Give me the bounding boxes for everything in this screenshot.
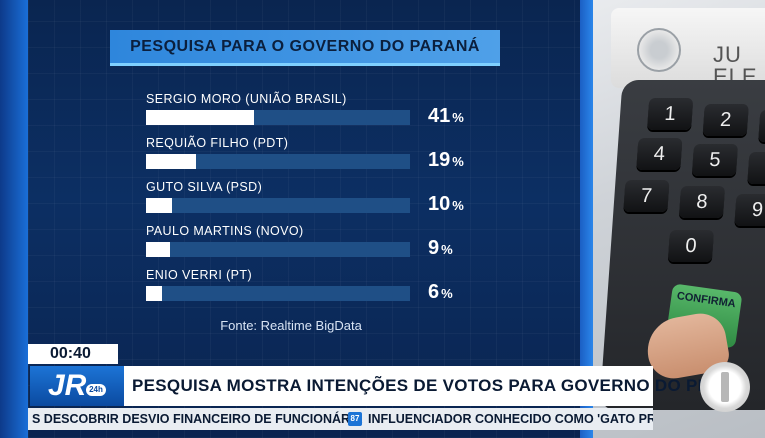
key-9: 9	[734, 194, 765, 226]
percent-sign: %	[441, 286, 453, 301]
bar-label: REQUIÃO FILHO (PDT)	[146, 136, 289, 150]
percent-sign: %	[441, 242, 453, 257]
chart-source: Fonte: Realtime BigData	[220, 318, 362, 333]
news-ticker: S DESCOBRIR DESVIO FINANCEIRO DE FUNCION…	[28, 408, 653, 430]
key-1: 1	[647, 98, 694, 130]
key-0: 0	[667, 230, 715, 262]
ticker-text-right: INFLUENCIADOR CONHECIDO COMO 'GATO PRETO…	[368, 412, 653, 426]
bar-label: GUTO SILVA (PSD)	[146, 180, 263, 194]
ticker-text-left: S DESCOBRIR DESVIO FINANCEIRO DE FUNCION…	[32, 412, 363, 426]
chart-title: PESQUISA PARA O GOVERNO DO PARANÁ	[110, 30, 500, 66]
bar-track	[146, 286, 410, 301]
machine-top-plate	[611, 8, 765, 88]
bar	[146, 154, 196, 169]
bar-track	[146, 242, 410, 257]
key-7: 7	[623, 180, 670, 212]
bar	[146, 286, 162, 301]
key-2: 2	[702, 104, 749, 136]
bar-row: ENIO VERRI (PT) 6%	[146, 268, 486, 308]
bar-row: SERGIO MORO (UNIÃO BRASIL) 41%	[146, 92, 486, 132]
bar-track	[146, 198, 410, 213]
bar-value-label: 10%	[428, 193, 464, 215]
logo-text: JR	[48, 369, 87, 402]
bar-track	[146, 154, 410, 169]
headline: PESQUISA MOSTRA INTENÇÕES DE VOTOS PARA …	[124, 366, 710, 406]
bar-track	[146, 110, 410, 125]
key-4: 4	[636, 138, 683, 170]
bar-row: GUTO SILVA (PSD) 10%	[146, 180, 486, 220]
percent-sign: %	[452, 198, 464, 213]
right-border-decoration	[580, 0, 593, 438]
ticker-badge: 87	[348, 412, 362, 426]
bar-label: ENIO VERRI (PT)	[146, 268, 253, 282]
logo-badge: 24h	[86, 384, 106, 396]
key-5: 5	[691, 144, 739, 176]
percent-sign: %	[452, 110, 464, 125]
key-3: 3	[758, 110, 765, 142]
channel-logo-jr24h: JR 24h	[30, 366, 124, 406]
record-logo-icon	[700, 362, 750, 412]
bar-row: REQUIÃO FILHO (PDT) 19%	[146, 136, 486, 176]
bar	[146, 198, 172, 213]
bar-label: PAULO MARTINS (NOVO)	[146, 224, 304, 238]
chart-panel	[28, 0, 593, 438]
bar	[146, 110, 254, 125]
bar-value-label: 9%	[428, 237, 453, 259]
key-6: 6	[747, 152, 765, 184]
bar-value-label: 41%	[428, 105, 464, 127]
coat-of-arms-icon	[637, 28, 681, 72]
bar	[146, 242, 170, 257]
left-border-decoration	[0, 0, 28, 438]
bar-label: SERGIO MORO (UNIÃO BRASIL)	[146, 92, 347, 106]
bar-row: PAULO MARTINS (NOVO) 9%	[146, 224, 486, 264]
timer: 00:40	[28, 344, 118, 364]
key-8: 8	[678, 186, 726, 218]
percent-sign: %	[452, 154, 464, 169]
bar-value-label: 19%	[428, 149, 464, 171]
bar-value-label: 6%	[428, 281, 453, 303]
